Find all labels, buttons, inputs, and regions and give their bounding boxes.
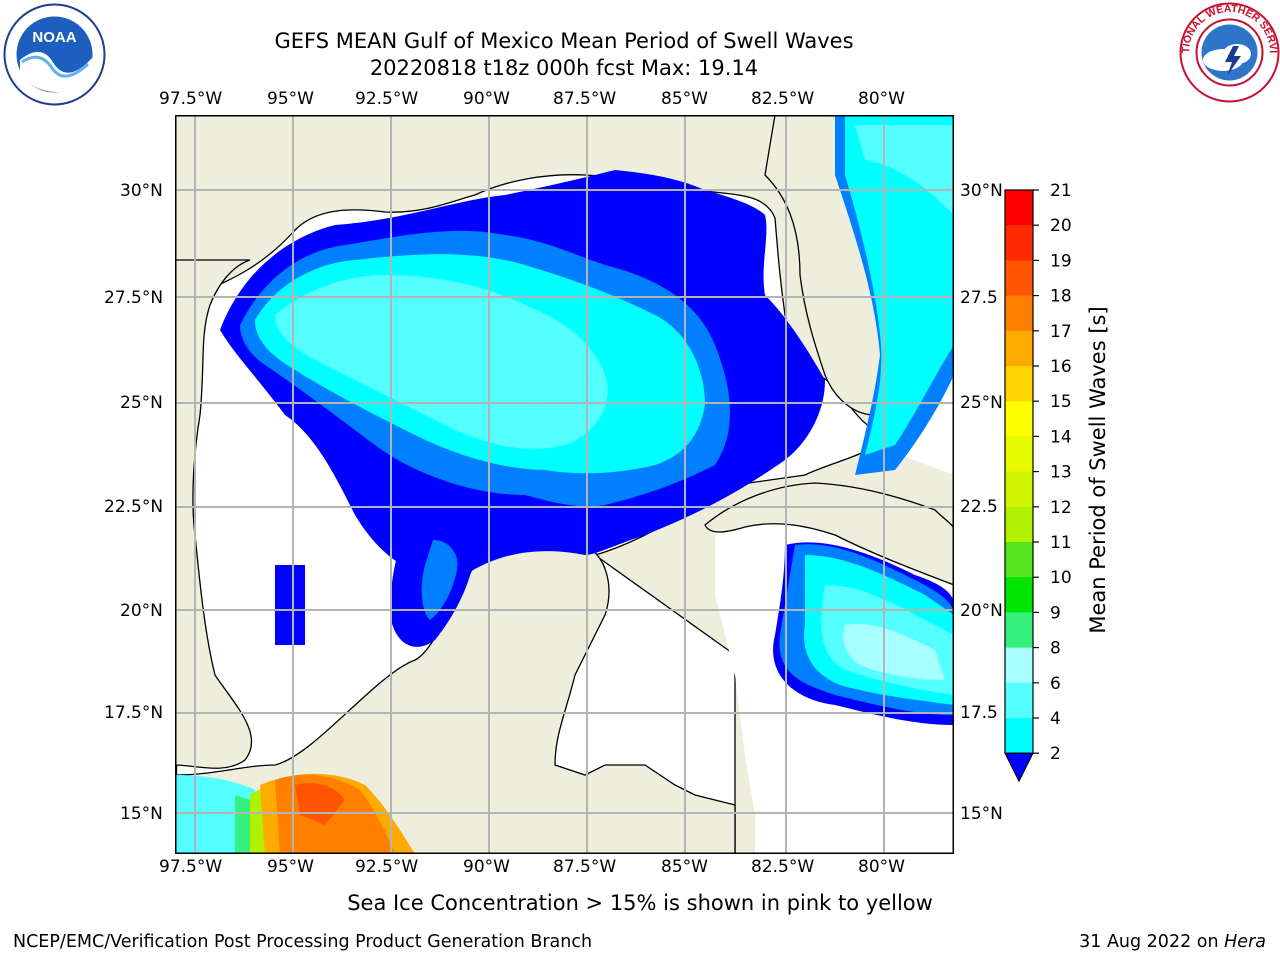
nws-logo: NATIONAL WEATHER SERVICE <box>1173 0 1280 105</box>
colorbar-band <box>1005 366 1033 402</box>
colorbar-band <box>1005 718 1033 754</box>
lon-label-top: 92.5°W <box>355 89 419 109</box>
lat-label-right: 30°N <box>960 181 1003 201</box>
colorbar-band <box>1005 506 1033 543</box>
colorbar-tick-label: 11 <box>1050 533 1072 553</box>
colorbar-band <box>1005 401 1033 437</box>
colorbar-band <box>1005 190 1033 226</box>
footer-date: 31 Aug 2022 on <box>1079 932 1225 952</box>
colorbar-band <box>1005 330 1033 367</box>
lat-label-left: 15°N <box>120 804 163 824</box>
lon-label-top: 82.5°W <box>751 89 815 109</box>
lat-label-right: 27.5 <box>960 288 998 308</box>
lat-label-right: 15°N <box>960 804 1003 824</box>
colorbar-tick-label: 6 <box>1050 674 1061 694</box>
lat-label-right: 20°N <box>960 601 1003 621</box>
colorbar-tick-label: 14 <box>1050 427 1072 447</box>
lon-label-bottom: 85°W <box>661 857 708 877</box>
noaa-logo: NOAA <box>2 2 107 107</box>
colorbar-band <box>1005 295 1033 332</box>
lat-label-right: 22.5 <box>960 497 998 517</box>
lat-label-right: 17.5 <box>960 703 998 723</box>
lat-label-left: 17.5°N <box>104 703 164 723</box>
colorbar-tick-label: 20 <box>1050 216 1072 236</box>
swell-east-6s <box>855 125 954 215</box>
colorbar-title: Mean Period of Swell Waves [s] <box>1086 306 1110 634</box>
sea-ice-note: Sea Ice Concentration > 15% is shown in … <box>347 891 933 915</box>
lon-label-top: 80°W <box>858 89 905 109</box>
lat-label-left: 22.5°N <box>104 497 164 517</box>
lon-label-bottom: 92.5°W <box>355 857 419 877</box>
colorbar-tick-label: 10 <box>1050 568 1072 588</box>
colorbar-tick-label: 9 <box>1050 603 1061 623</box>
lat-label-left: 27.5°N <box>104 288 164 308</box>
colorbar-tick-label: 21 <box>1050 181 1072 201</box>
lat-label-left: 20°N <box>120 601 163 621</box>
colorbar-tick-label: 2 <box>1050 744 1061 764</box>
lon-label-top: 85°W <box>661 89 708 109</box>
colorbar-tick-label: 18 <box>1050 287 1072 307</box>
colorbar-tick-label: 8 <box>1050 639 1061 659</box>
colorbar-band <box>1005 682 1033 719</box>
map-panel <box>175 115 954 854</box>
colorbar-tick-label: 12 <box>1050 498 1072 518</box>
lat-label-right: 25°N <box>960 393 1003 413</box>
colorbar-band <box>1005 577 1033 613</box>
swell-pacific-19s <box>295 783 345 825</box>
swell-southwest-2s <box>275 565 305 645</box>
colorbar-band <box>1005 436 1033 473</box>
colorbar-band <box>1005 542 1033 578</box>
swell-campeche-4s <box>421 540 458 620</box>
swell-caribbean-9s <box>843 624 945 680</box>
lon-label-bottom: 90°W <box>463 857 510 877</box>
colorbar-tick-label: 15 <box>1050 392 1072 412</box>
colorbar-tick-label: 17 <box>1050 322 1072 342</box>
swell-8s-region <box>275 275 608 449</box>
svg-text:NOAA: NOAA <box>32 29 76 46</box>
lon-label-top: 97.5°W <box>159 89 223 109</box>
lon-label-bottom: 87.5°W <box>553 857 617 877</box>
lon-label-top: 87.5°W <box>553 89 617 109</box>
colorbar-tick-label: 13 <box>1050 463 1072 483</box>
colorbar-band <box>1005 647 1033 684</box>
chart-subtitle: 20220818 t18z 000h fcst Max: 19.14 <box>369 56 759 80</box>
colorbar-tick-label: 16 <box>1050 357 1072 377</box>
map-gridlines <box>175 115 954 854</box>
lat-label-left: 25°N <box>120 393 163 413</box>
lon-label-bottom: 97.5°W <box>159 857 223 877</box>
swell-8s-spot <box>503 351 585 402</box>
lat-label-left: 30°N <box>120 181 163 201</box>
footer-machine: Hera <box>1224 932 1266 952</box>
footer-right: 31 Aug 2022 on Hera <box>1079 932 1266 952</box>
lon-label-top: 95°W <box>267 89 314 109</box>
colorbar-extend-triangle <box>1004 752 1034 783</box>
colorbar-band <box>1005 471 1033 508</box>
colorbar: 21 20 19 18 17 16 15 14 13 12 11 10 9 8 6 4 2 <box>1000 180 1090 790</box>
lon-label-bottom: 95°W <box>267 857 314 877</box>
lon-label-bottom: 82.5°W <box>751 857 815 877</box>
colorbar-tick-label: 4 <box>1050 709 1061 729</box>
colorbar-band <box>1005 225 1033 261</box>
lon-label-bottom: 80°W <box>858 857 905 877</box>
lon-label-top: 90°W <box>463 89 510 109</box>
chart-title: GEFS MEAN Gulf of Mexico Mean Period of … <box>274 29 854 53</box>
footer-left: NCEP/EMC/Verification Post Processing Pr… <box>13 932 593 952</box>
colorbar-band <box>1005 612 1033 649</box>
colorbar-band <box>1005 260 1033 297</box>
swell-east-4s <box>845 115 954 455</box>
colorbar-tick-label: 19 <box>1050 251 1072 271</box>
